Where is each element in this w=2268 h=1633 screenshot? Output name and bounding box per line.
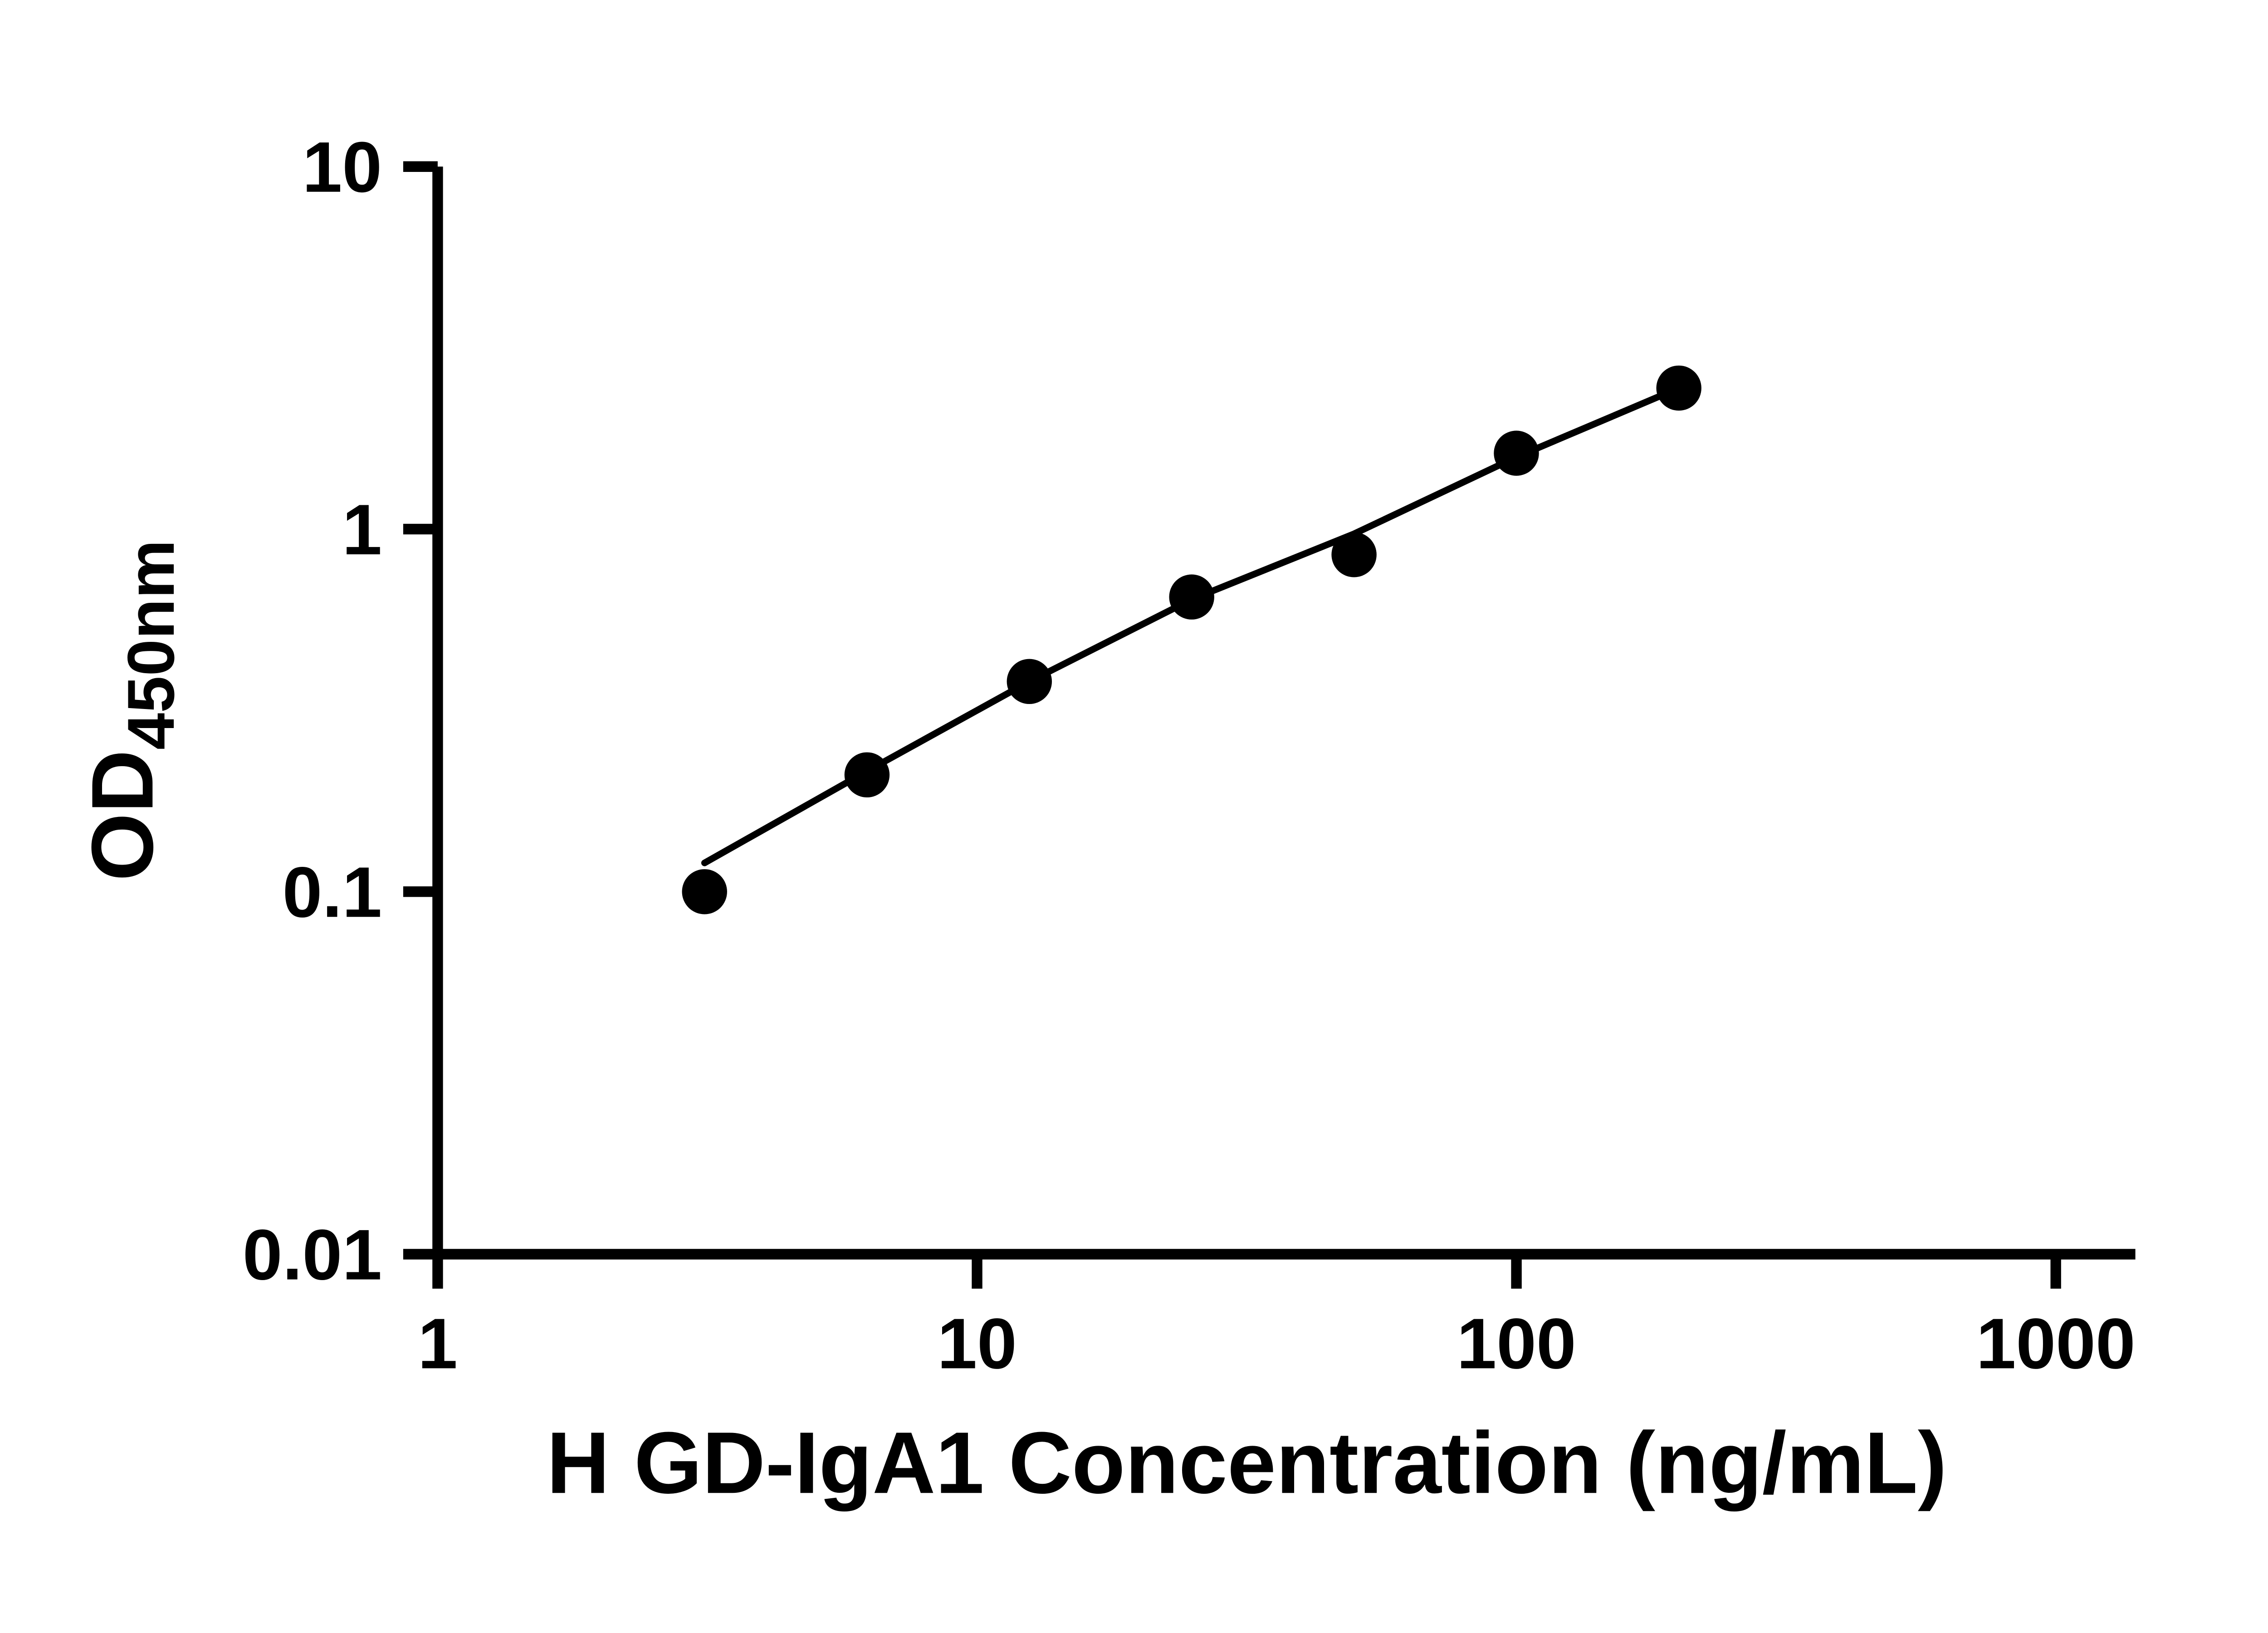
y-axis-title-subscript: 450nm (114, 540, 188, 750)
data-point (1007, 659, 1052, 704)
axes-layer: 1 10 100 1000 0.01 0.1 1 10 (243, 127, 2136, 1384)
x-tick-label: 100 (1457, 1304, 1576, 1384)
plot-series-layer (682, 365, 1701, 914)
y-tick-label: 0.1 (283, 852, 382, 932)
data-point (844, 752, 890, 797)
data-point (1494, 430, 1539, 476)
y-tick-label: 1 (342, 490, 382, 570)
y-tick-label: 0.01 (243, 1215, 382, 1295)
x-tick-label: 1000 (1976, 1304, 2136, 1384)
y-tick-label: 10 (302, 127, 382, 207)
y-axis-title: OD450nm (73, 540, 188, 881)
data-point (1656, 365, 1701, 411)
data-point (1169, 574, 1214, 620)
axis-frame (432, 166, 2136, 1260)
x-tick-label: 10 (937, 1304, 1017, 1384)
x-tick-label: 1 (418, 1304, 458, 1384)
data-point (1331, 532, 1377, 577)
x-axis-title: H GD-IgA1 Concentration (ng/mL) (547, 1413, 1947, 1511)
data-point (682, 869, 727, 914)
y-axis-title-main: OD (73, 750, 171, 881)
